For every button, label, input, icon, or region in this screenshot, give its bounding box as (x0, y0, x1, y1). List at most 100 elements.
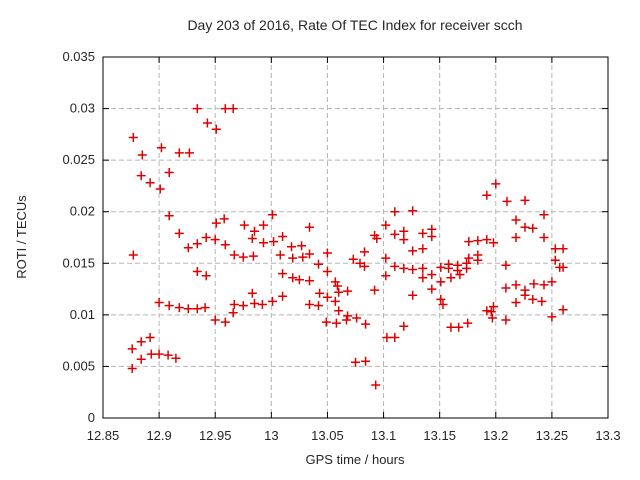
data-point (269, 237, 279, 247)
data-point (408, 206, 418, 216)
data-point (539, 233, 549, 242)
data-point (462, 258, 472, 268)
data-point (501, 315, 511, 325)
data-point (539, 280, 549, 290)
data-point (371, 380, 381, 390)
data-point (537, 296, 547, 306)
data-point (315, 288, 325, 298)
data-point (436, 294, 446, 304)
data-point (489, 302, 498, 312)
data-point (247, 288, 257, 298)
data-point (390, 261, 400, 271)
x-axis-label: GPS time / hours (306, 452, 405, 467)
data-point (408, 290, 418, 300)
data-point (305, 300, 314, 309)
data-point (427, 270, 437, 280)
data-point (238, 252, 248, 262)
data-point (278, 291, 288, 301)
y-tick-label: 0.005 (62, 358, 95, 373)
data-point (228, 104, 238, 114)
chart-title: Day 203 of 2016, Rate Of TEC Index for r… (187, 17, 522, 33)
data-point (154, 349, 164, 359)
data-point (390, 333, 400, 342)
data-point (436, 262, 446, 272)
data-point (482, 306, 492, 316)
data-point (482, 190, 492, 200)
data-point (288, 253, 298, 263)
data-point (164, 211, 174, 221)
data-point (408, 246, 418, 256)
data-point (547, 277, 557, 287)
data-point (278, 269, 288, 279)
data-point (192, 267, 202, 276)
data-point (248, 251, 258, 261)
data-point (192, 304, 202, 314)
data-point (294, 275, 304, 285)
data-point (164, 168, 174, 177)
data-point (539, 210, 549, 220)
data-point (136, 354, 146, 364)
data-point (511, 280, 521, 290)
data-point (287, 242, 296, 252)
data-point (399, 321, 409, 331)
data-point (305, 222, 314, 232)
data-point (491, 179, 501, 189)
data-point (436, 277, 446, 287)
x-tick-label: 13.3 (595, 428, 620, 443)
data-point (558, 244, 568, 254)
data-point (333, 281, 342, 291)
data-point (342, 315, 351, 325)
data-point (550, 255, 560, 265)
y-tick-label: 0 (88, 410, 95, 425)
data-point (192, 104, 202, 114)
plot-border (102, 56, 609, 419)
x-tick-label: 13.1 (371, 428, 396, 443)
data-point (201, 233, 211, 242)
data-point (314, 301, 323, 311)
data-point (370, 285, 380, 295)
data-point (257, 300, 267, 309)
data-point (259, 220, 268, 230)
data-point (229, 300, 239, 309)
data-point (352, 313, 362, 323)
data-point (210, 235, 220, 245)
data-point (360, 261, 369, 271)
data-point (446, 322, 456, 332)
data-point (322, 292, 332, 302)
data-point (298, 252, 308, 262)
data-point (127, 344, 137, 354)
y-tick-label: 0.03 (70, 101, 95, 116)
data-point (322, 267, 332, 276)
data-point (382, 333, 392, 342)
data-point (343, 286, 353, 296)
data-point (171, 353, 181, 363)
data-point (330, 296, 340, 306)
data-point (489, 238, 498, 248)
data-point (454, 322, 464, 332)
data-point (305, 276, 314, 286)
data-point (202, 118, 212, 128)
data-point (268, 210, 277, 220)
data-point (174, 228, 184, 238)
data-point (482, 235, 492, 245)
data-point (427, 224, 437, 234)
data-point (372, 234, 382, 243)
data-point (201, 271, 211, 281)
plot-layers: 12.85 12.9 12.95 13 13.05 13.1 13.15 13.2 13.25 1… (62, 49, 620, 443)
data-point (146, 349, 156, 359)
data-point (550, 244, 560, 254)
data-point (511, 233, 521, 242)
data-point (520, 285, 530, 295)
data-point (136, 337, 146, 347)
data-point (361, 356, 371, 366)
data-point (511, 298, 521, 307)
data-point (473, 236, 483, 246)
data-point (343, 311, 353, 321)
data-point (501, 283, 511, 293)
data-point (446, 273, 456, 283)
x-tick-label: 13.15 (423, 428, 456, 443)
data-point (305, 249, 314, 259)
data-point (528, 223, 538, 233)
y-tick-label: 0.025 (62, 152, 95, 167)
data-point (137, 150, 147, 160)
